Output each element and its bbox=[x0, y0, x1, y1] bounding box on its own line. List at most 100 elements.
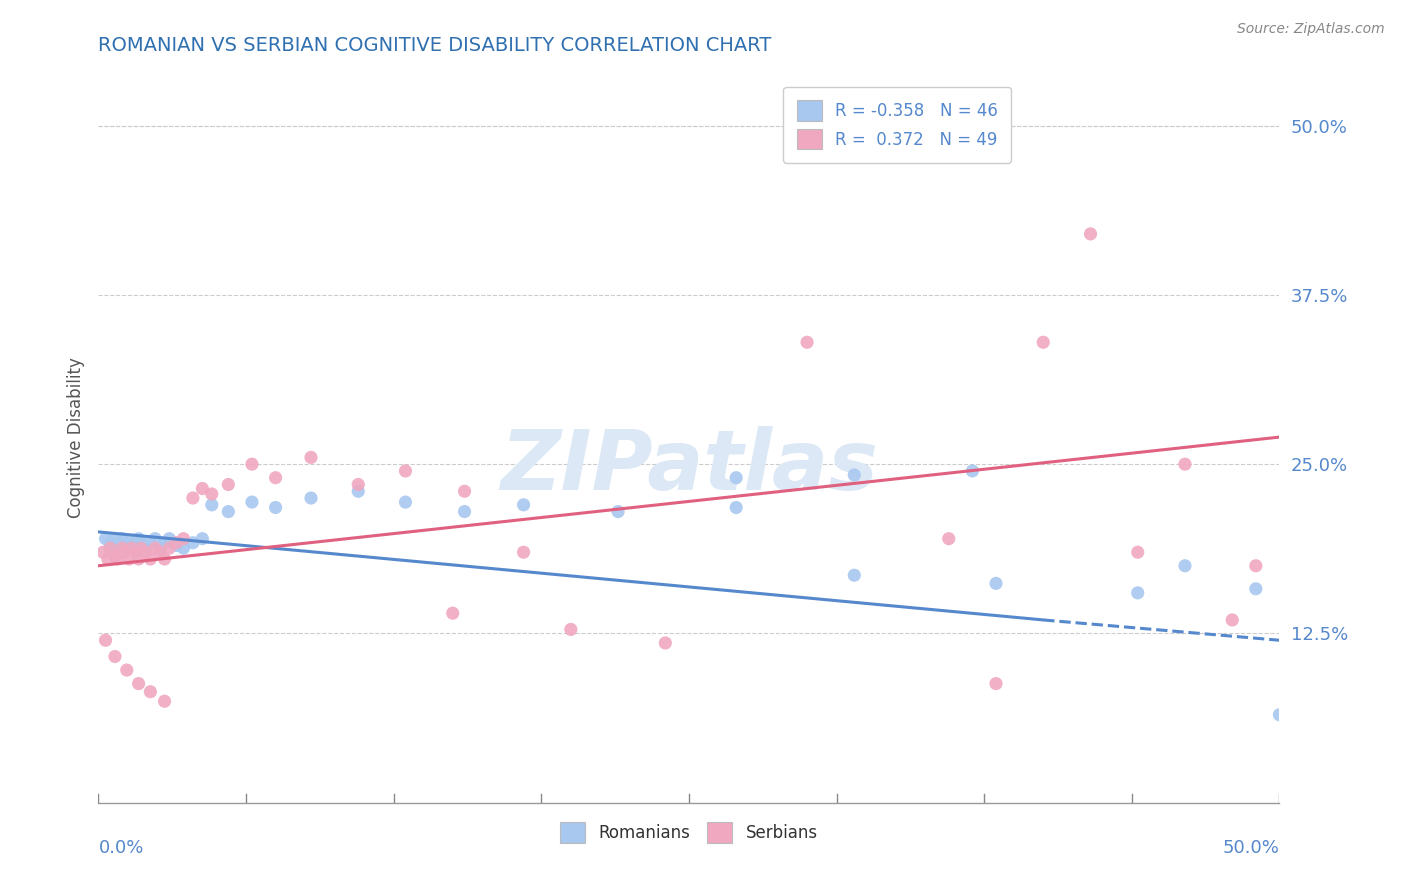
Point bbox=[111, 541, 134, 556]
Point bbox=[94, 633, 117, 648]
Point bbox=[1174, 558, 1197, 573]
Point bbox=[264, 471, 287, 485]
Point bbox=[962, 464, 984, 478]
Point bbox=[240, 495, 263, 509]
Point bbox=[654, 636, 676, 650]
Point bbox=[217, 505, 239, 519]
Y-axis label: Cognitive Disability: Cognitive Disability bbox=[66, 357, 84, 517]
Point bbox=[115, 541, 138, 556]
Point bbox=[139, 552, 162, 566]
Point bbox=[121, 537, 143, 551]
Point bbox=[201, 498, 224, 512]
Point bbox=[165, 538, 187, 552]
Point bbox=[122, 538, 145, 552]
Point bbox=[181, 491, 204, 505]
Point bbox=[172, 532, 194, 546]
Point bbox=[98, 535, 121, 549]
Text: ROMANIAN VS SERBIAN COGNITIVE DISABILITY CORRELATION CHART: ROMANIAN VS SERBIAN COGNITIVE DISABILITY… bbox=[98, 36, 772, 54]
Legend: Romanians, Serbians: Romanians, Serbians bbox=[554, 815, 824, 849]
Point bbox=[135, 545, 157, 559]
Point bbox=[104, 649, 127, 664]
Point bbox=[129, 541, 152, 556]
Point bbox=[394, 495, 416, 509]
Point bbox=[1244, 582, 1267, 596]
Point bbox=[118, 552, 141, 566]
Point bbox=[143, 532, 166, 546]
Point bbox=[139, 684, 162, 698]
Text: 0.0%: 0.0% bbox=[98, 839, 143, 857]
Point bbox=[217, 477, 239, 491]
Point bbox=[299, 491, 322, 505]
Point bbox=[104, 532, 127, 546]
Point bbox=[844, 468, 866, 483]
Point bbox=[105, 541, 128, 556]
Point bbox=[128, 676, 150, 690]
Point bbox=[135, 541, 157, 556]
Text: 50.0%: 50.0% bbox=[1223, 839, 1279, 857]
Point bbox=[201, 487, 224, 501]
Point bbox=[112, 538, 135, 552]
Point bbox=[607, 505, 630, 519]
Point bbox=[264, 500, 287, 515]
Point bbox=[1032, 335, 1054, 350]
Point bbox=[105, 552, 128, 566]
Point bbox=[453, 484, 475, 499]
Point bbox=[104, 549, 127, 564]
Point bbox=[725, 500, 748, 515]
Point bbox=[1126, 586, 1149, 600]
Point bbox=[94, 532, 117, 546]
Point bbox=[1268, 707, 1291, 722]
Point bbox=[1244, 558, 1267, 573]
Point bbox=[112, 545, 135, 559]
Point bbox=[139, 535, 162, 549]
Point bbox=[153, 552, 176, 566]
Point bbox=[240, 457, 263, 471]
Point bbox=[115, 663, 138, 677]
Point bbox=[796, 335, 818, 350]
Point bbox=[149, 541, 172, 556]
Point bbox=[132, 538, 155, 552]
Point bbox=[157, 541, 180, 556]
Point bbox=[1080, 227, 1102, 241]
Point bbox=[111, 532, 134, 546]
Text: ZIPatlas: ZIPatlas bbox=[501, 425, 877, 507]
Point bbox=[1220, 613, 1243, 627]
Point bbox=[143, 541, 166, 556]
Point bbox=[125, 545, 148, 559]
Point bbox=[153, 535, 176, 549]
Point bbox=[453, 505, 475, 519]
Point bbox=[181, 535, 204, 549]
Point bbox=[1174, 457, 1197, 471]
Point bbox=[157, 532, 180, 546]
Point bbox=[125, 541, 148, 556]
Point bbox=[512, 545, 534, 559]
Point bbox=[347, 477, 370, 491]
Text: Source: ZipAtlas.com: Source: ZipAtlas.com bbox=[1237, 22, 1385, 37]
Point bbox=[91, 545, 114, 559]
Point bbox=[128, 552, 150, 566]
Point bbox=[725, 471, 748, 485]
Point bbox=[938, 532, 960, 546]
Point bbox=[512, 498, 534, 512]
Point bbox=[299, 450, 322, 465]
Point bbox=[984, 676, 1007, 690]
Point bbox=[560, 623, 582, 637]
Point bbox=[191, 532, 214, 546]
Point bbox=[441, 606, 464, 620]
Point bbox=[165, 535, 187, 549]
Point bbox=[394, 464, 416, 478]
Point bbox=[108, 535, 131, 549]
Point bbox=[128, 532, 150, 546]
Point bbox=[984, 576, 1007, 591]
Point bbox=[347, 484, 370, 499]
Point bbox=[98, 541, 121, 556]
Point bbox=[172, 541, 194, 556]
Point bbox=[844, 568, 866, 582]
Point bbox=[101, 538, 124, 552]
Point bbox=[129, 535, 152, 549]
Point bbox=[118, 534, 141, 549]
Point bbox=[149, 545, 172, 559]
Point bbox=[1126, 545, 1149, 559]
Point bbox=[153, 694, 176, 708]
Point bbox=[121, 541, 143, 556]
